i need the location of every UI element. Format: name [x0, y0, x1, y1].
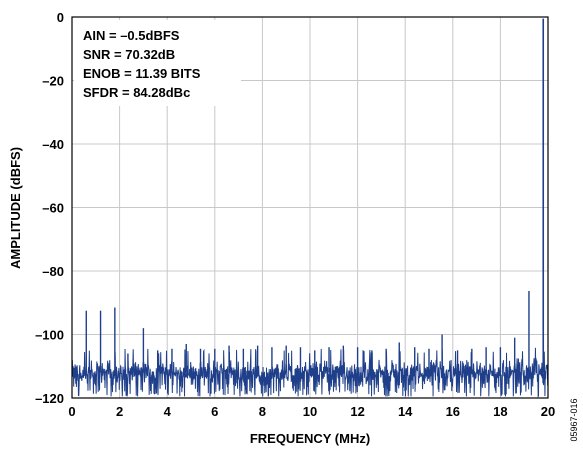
annotation-enob: ENOB = 11.39 BITS [83, 66, 201, 81]
x-tick-label: 20 [541, 404, 555, 419]
x-tick-label: 18 [493, 404, 507, 419]
y-tick-label: –20 [42, 74, 64, 89]
x-tick-label: 2 [116, 404, 123, 419]
tick-labels: 0 2 4 6 8 10 12 14 16 18 20 0 –20 –40 –60 –80 –100 –120 [35, 10, 555, 419]
x-tick-label: 0 [68, 404, 75, 419]
annotation-sfdr: SFDR = 84.28dBc [83, 85, 190, 100]
x-tick-label: 6 [211, 404, 218, 419]
y-tick-label: 0 [57, 10, 64, 25]
x-tick-label: 8 [259, 404, 266, 419]
annotation-ain: AIN = –0.5dBFS [83, 28, 180, 43]
annotation-snr: SNR = 70.32dB [83, 47, 175, 62]
x-tick-label: 4 [164, 404, 172, 419]
y-tick-label: –80 [42, 264, 64, 279]
x-tick-label: 14 [398, 404, 413, 419]
x-axis-title: FREQUENCY (MHz) [250, 431, 370, 446]
y-tick-label: –100 [35, 328, 64, 343]
y-tick-label: –120 [35, 391, 64, 406]
y-tick-label: –40 [42, 137, 64, 152]
x-tick-label: 16 [446, 404, 460, 419]
x-tick-label: 12 [350, 404, 364, 419]
annotation-box [74, 20, 241, 106]
noise-floor-trace [71, 347, 549, 398]
figure-id: 05967-016 [569, 398, 579, 441]
x-tick-label: 10 [303, 404, 317, 419]
y-axis-title: AMPLITUDE (dBFS) [8, 147, 23, 269]
y-tick-label: –60 [42, 201, 64, 216]
spectrum-series [71, 18, 549, 398]
plot-frame [71, 16, 549, 399]
